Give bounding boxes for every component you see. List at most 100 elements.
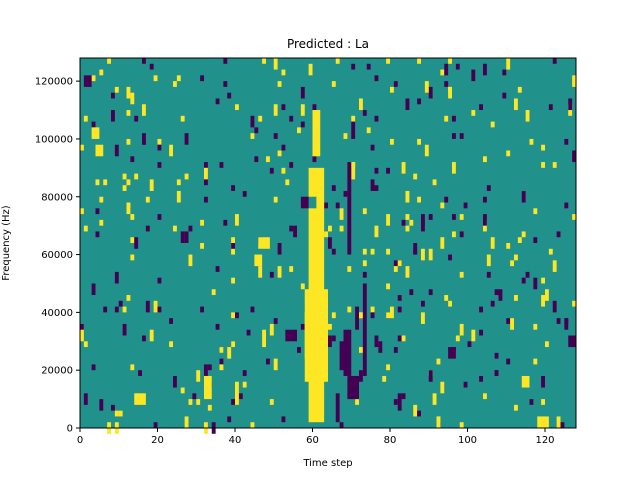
plot-area — [80, 58, 576, 434]
heatmap-cell — [331, 335, 336, 342]
heatmap-cell — [114, 86, 119, 93]
heatmap-cell — [91, 283, 96, 296]
heatmap-cell — [343, 133, 348, 139]
heatmap-cell — [359, 98, 363, 111]
heatmap-cell — [126, 110, 131, 116]
x-tick-label: 60 — [306, 435, 319, 446]
heatmap-cell — [246, 329, 251, 336]
heatmap-cell — [231, 312, 235, 319]
heatmap-cell — [176, 75, 181, 82]
heatmap-cell — [207, 364, 212, 371]
heatmap-region — [304, 196, 317, 209]
heatmap-cell — [281, 69, 286, 76]
heatmap-cell — [517, 86, 522, 93]
heatmap-cell — [393, 81, 398, 87]
heatmap-region — [134, 393, 146, 405]
heatmap-cell — [200, 306, 204, 313]
heatmap-cell — [196, 370, 201, 382]
heatmap-cell — [421, 312, 425, 324]
heatmap-region — [258, 237, 266, 249]
heatmap-cell — [126, 138, 131, 145]
heatmap-cell — [142, 138, 146, 145]
heatmap-cell — [452, 115, 456, 122]
heatmap-cell — [262, 58, 266, 64]
heatmap-cell — [506, 318, 511, 324]
heatmap-cell — [219, 358, 224, 365]
heatmap-cell — [479, 329, 483, 336]
heatmap-region — [304, 312, 309, 359]
heatmap-cell — [428, 248, 433, 261]
heatmap-cell — [436, 358, 441, 365]
heatmap-cell — [533, 323, 538, 330]
heatmap-cell — [409, 219, 414, 226]
heatmap-cell — [269, 271, 274, 278]
heatmap-cell — [114, 410, 119, 417]
heatmap-cell — [440, 237, 445, 249]
heatmap-cell — [483, 196, 487, 203]
heatmap-cell — [374, 225, 379, 238]
heatmap-cell — [324, 231, 328, 238]
heatmap-cell — [421, 219, 425, 232]
heatmap-cell — [390, 138, 394, 145]
heatmap-cell — [428, 289, 433, 296]
heatmap-cell — [142, 58, 146, 64]
heatmap-cell — [572, 75, 576, 87]
heatmap-cell — [405, 214, 410, 220]
heatmap-cell — [483, 393, 487, 400]
heatmap-cell — [184, 416, 189, 428]
heatmap-cell — [486, 185, 491, 191]
heatmap-cell — [176, 190, 181, 203]
heatmap-cell — [149, 63, 154, 70]
heatmap-cell — [521, 231, 526, 238]
heatmap-cell — [192, 393, 197, 400]
heatmap-cell — [448, 86, 452, 99]
heatmap-region — [312, 110, 321, 157]
heatmap-cell — [541, 295, 545, 307]
heatmap-region — [339, 341, 344, 371]
heatmap-cell — [215, 98, 220, 105]
heatmap-cell — [277, 266, 282, 278]
heatmap-cell — [126, 202, 131, 215]
heatmap-cell — [510, 260, 514, 267]
heatmap-cell — [386, 283, 390, 290]
heatmap-cell — [490, 121, 495, 128]
heatmap-cell — [281, 416, 286, 423]
heatmap-cell — [231, 277, 235, 284]
heatmap-region — [83, 75, 92, 87]
heatmap-cell — [80, 208, 84, 215]
heatmap-cell — [521, 277, 526, 284]
heatmap-cell — [134, 115, 139, 122]
heatmap-cell — [428, 370, 433, 382]
heatmap-cell — [289, 266, 294, 272]
heatmap-cell — [114, 306, 119, 313]
heatmap-cell — [200, 219, 204, 226]
heatmap-cell — [552, 300, 557, 313]
heatmap-cell — [250, 306, 255, 313]
heatmap-cell — [440, 202, 445, 209]
heatmap-cell — [235, 312, 239, 319]
heatmap-cell — [281, 144, 286, 151]
heatmap-cell — [157, 306, 162, 313]
heatmap-cell — [483, 214, 487, 226]
heatmap-cell — [331, 312, 336, 319]
heatmap-cell — [169, 341, 173, 348]
heatmap-cell — [200, 243, 204, 249]
heatmap-cell — [130, 92, 135, 105]
heatmap-cell — [448, 300, 452, 307]
heatmap-region — [254, 254, 263, 267]
heatmap-cell — [223, 58, 228, 64]
heatmap-cell — [269, 167, 274, 174]
heatmap-cell — [297, 127, 301, 134]
heatmap-cell — [529, 138, 534, 145]
heatmap-cell — [300, 121, 305, 128]
heatmap-cell — [126, 86, 131, 99]
heatmap-cell — [273, 196, 278, 203]
heatmap-cell — [366, 63, 371, 70]
heatmap-cell — [273, 133, 278, 139]
heatmap-cell — [266, 358, 270, 365]
heatmap-cell — [219, 364, 224, 371]
heatmap-cell — [231, 243, 235, 249]
heatmap-cell — [362, 248, 367, 255]
heatmap-cell — [231, 341, 235, 348]
heatmap-cell — [180, 387, 185, 394]
